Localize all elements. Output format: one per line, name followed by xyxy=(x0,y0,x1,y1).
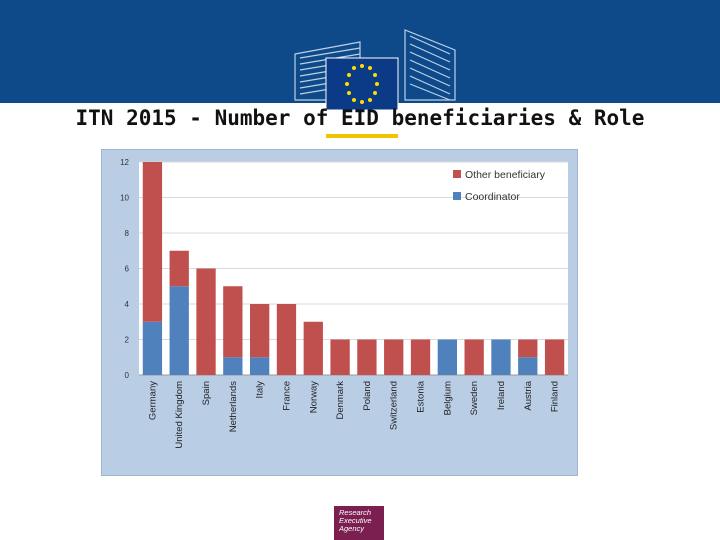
research-executive-agency-logo: Research Executive Agency xyxy=(334,506,384,540)
x-tick-label: Italy xyxy=(255,381,266,399)
slide-title: ITN 2015 - Number of EID beneficiaries &… xyxy=(75,106,645,130)
bar-coordinator-ireland xyxy=(491,339,511,375)
stacked-bar-chart: 0 2 4 6 8 10 12 Germany United Kingdom Spain Nethe… xyxy=(120,158,568,449)
bar-other-denmark xyxy=(330,339,350,375)
bar-coordinator-united-kingdom xyxy=(169,286,189,375)
bar-coordinator-austria xyxy=(518,357,538,375)
x-tick-label: Poland xyxy=(362,381,373,411)
european-commission-logo xyxy=(294,29,456,138)
y-tick-label: 8 xyxy=(125,229,130,238)
y-tick-label: 0 xyxy=(125,371,130,380)
bar-coordinator-netherlands xyxy=(223,357,243,375)
bar-other-spain xyxy=(196,268,216,375)
bar-other-finland xyxy=(544,339,565,375)
bar-other-poland xyxy=(357,339,377,375)
legend-swatch xyxy=(453,170,461,178)
x-tick-label: Estonia xyxy=(416,380,427,412)
x-tick-label: United Kingdom xyxy=(174,381,185,449)
y-tick-label: 10 xyxy=(120,194,129,203)
chart-frame: 0 2 4 6 8 10 12 Germany United Kingdom Spain Nethe… xyxy=(101,149,578,476)
x-tick-label: Spain xyxy=(201,381,212,405)
y-tick-label: 4 xyxy=(125,300,130,309)
bar-other-united-kingdom xyxy=(169,250,189,287)
bar-other-italy xyxy=(250,304,270,358)
legend-label: Coordinator xyxy=(465,191,520,203)
x-tick-label: Denmark xyxy=(335,381,346,420)
y-tick-label: 6 xyxy=(125,265,130,274)
x-tick-label: Ireland xyxy=(496,381,507,410)
eu-stars-icon xyxy=(345,64,379,104)
bar-coordinator-belgium xyxy=(437,339,457,375)
y-tick-label: 12 xyxy=(120,158,129,167)
x-tick-label: Austria xyxy=(523,380,534,410)
x-tick-label: Germany xyxy=(147,381,158,420)
bar-coordinator-italy xyxy=(250,357,270,375)
x-tick-label: Switzerland xyxy=(389,381,400,430)
bar-other-netherlands xyxy=(223,286,243,358)
x-tick-label: Finland xyxy=(550,381,561,412)
bar-other-france xyxy=(276,304,297,375)
bar-other-estonia xyxy=(410,339,431,375)
x-tick-label: France xyxy=(281,381,292,411)
bar-coordinator-germany xyxy=(142,321,163,375)
bar-other-sweden xyxy=(464,339,484,375)
legend-swatch xyxy=(453,192,461,200)
x-tick-label: Sweden xyxy=(469,381,480,415)
bar-other-germany xyxy=(142,162,163,322)
legend-label: Other beneficiary xyxy=(465,169,546,181)
x-tick-label: Norway xyxy=(308,381,319,413)
bar-other-switzerland xyxy=(384,339,404,375)
x-tick-label: Belgium xyxy=(442,381,453,415)
bar-other-austria xyxy=(518,339,538,358)
x-tick-label: Netherlands xyxy=(228,381,239,432)
y-tick-label: 2 xyxy=(125,336,130,345)
bar-other-norway xyxy=(303,321,323,375)
